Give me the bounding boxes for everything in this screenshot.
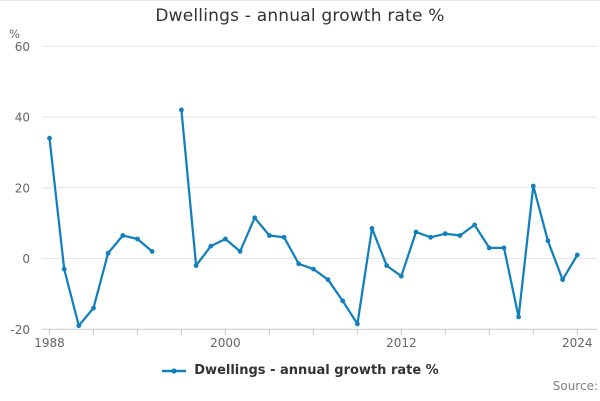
data-point[interactable] xyxy=(281,234,287,240)
chart-title: Dwellings - annual growth rate % xyxy=(155,6,445,26)
y-tick-label: 40 xyxy=(15,111,30,125)
data-point[interactable] xyxy=(237,249,243,254)
data-point[interactable] xyxy=(267,233,272,238)
data-point[interactable] xyxy=(384,263,390,268)
data-point[interactable] xyxy=(486,245,492,251)
legend-label: Dwellings - annual growth rate % xyxy=(194,363,439,378)
data-point[interactable] xyxy=(135,236,140,242)
data-point[interactable] xyxy=(340,298,346,304)
y-axis-unit-label: % xyxy=(9,27,20,41)
data-point[interactable] xyxy=(355,321,360,327)
legend-line-marker xyxy=(162,367,187,374)
data-point[interactable] xyxy=(47,135,52,141)
data-point[interactable] xyxy=(457,233,463,238)
data-point[interactable] xyxy=(442,231,448,237)
data-point[interactable] xyxy=(516,314,521,320)
data-point[interactable] xyxy=(193,263,199,268)
data-point[interactable] xyxy=(574,252,580,258)
x-tick-label: 2024 xyxy=(562,336,593,350)
data-point[interactable] xyxy=(428,234,434,240)
x-tick-label: 2012 xyxy=(386,336,417,350)
data-point[interactable] xyxy=(325,277,331,283)
data-point[interactable] xyxy=(76,323,82,329)
data-point[interactable] xyxy=(105,250,111,256)
data-point[interactable] xyxy=(120,233,126,238)
x-tick-label: 2000 xyxy=(210,336,241,350)
data-point[interactable] xyxy=(530,183,536,189)
data-point[interactable] xyxy=(560,277,565,283)
legend: Dwellings - annual growth rate % xyxy=(0,363,600,378)
series-line xyxy=(48,108,579,327)
data-point[interactable] xyxy=(223,236,228,242)
data-point[interactable] xyxy=(545,238,551,244)
data-point[interactable] xyxy=(252,215,258,221)
data-point[interactable] xyxy=(472,222,477,228)
data-point[interactable] xyxy=(369,226,375,231)
data-point[interactable] xyxy=(91,305,96,311)
source-label: Source: xyxy=(552,379,598,393)
data-point[interactable] xyxy=(501,245,507,251)
data-point[interactable] xyxy=(179,107,184,113)
legend-item-dwellings[interactable]: Dwellings - annual growth rate % xyxy=(161,363,439,378)
y-tick-label: 0 xyxy=(22,252,30,266)
data-point[interactable] xyxy=(398,273,404,279)
x-tick-label: 1988 xyxy=(34,336,65,350)
data-point[interactable] xyxy=(61,266,67,272)
data-point[interactable] xyxy=(296,261,302,267)
y-tick-label: 60 xyxy=(15,40,30,54)
data-point[interactable] xyxy=(311,266,316,272)
data-point[interactable] xyxy=(208,243,214,249)
y-tick-label: 20 xyxy=(15,181,30,195)
y-tick-label: -20 xyxy=(10,323,30,337)
data-point[interactable] xyxy=(413,229,419,235)
data-point[interactable] xyxy=(149,249,155,254)
